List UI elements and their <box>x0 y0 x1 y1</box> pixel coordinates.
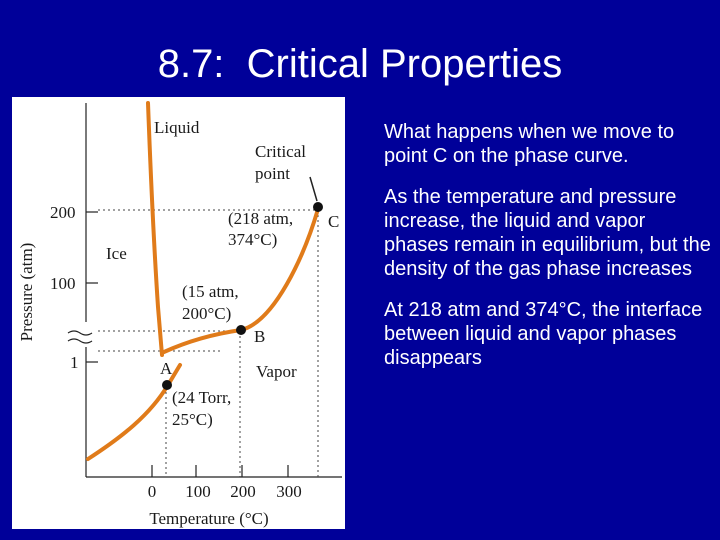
point-b-marker <box>236 325 246 335</box>
body-paragraph-3: At 218 atm and 374°C, the interface betw… <box>384 299 703 369</box>
point-b-coords-line1: (15 atm, <box>182 282 239 301</box>
phase-diagram-svg: Liquid Ice Vapor Critical point (218 atm… <box>17 101 342 528</box>
x-axis-title: Temperature (°C) <box>149 509 268 528</box>
y-tick-label-200: 200 <box>50 203 76 222</box>
x-tick-label-0: 0 <box>148 482 157 501</box>
point-a-marker <box>162 380 172 390</box>
point-c-coords-line2: 374°C) <box>228 230 277 249</box>
point-c-name: C <box>328 212 339 231</box>
body-paragraph-2: As the temperature and pressure increase… <box>384 186 711 280</box>
y-axis-title: Pressure (atm) <box>17 243 36 342</box>
point-c-marker <box>313 202 323 212</box>
point-a-coords-line1: (24 Torr, <box>172 388 231 407</box>
body-paragraph-1: What happens when we move to point C on … <box>384 121 675 167</box>
axis-break-mark <box>67 330 93 344</box>
phase-diagram: Liquid Ice Vapor Critical point (218 atm… <box>12 97 345 529</box>
fusion-curve <box>146 101 164 357</box>
liquid-label: Liquid <box>154 118 200 137</box>
x-tick-label-100: 100 <box>185 482 211 501</box>
y-tick-label-1: 1 <box>70 353 79 372</box>
ice-label: Ice <box>106 244 127 263</box>
x-tick-label-200: 200 <box>230 482 256 501</box>
point-c-coords-line1: (218 atm, <box>228 209 293 228</box>
point-b-name: B <box>254 327 265 346</box>
point-a-name: A <box>160 359 173 378</box>
vapor-label: Vapor <box>256 362 297 381</box>
point-b-coords-line2: 200°C) <box>182 304 231 323</box>
critical-label-line1: Critical <box>255 142 306 161</box>
slide-body: What happens when we move to point C on … <box>384 120 714 387</box>
y-tick-label-100: 100 <box>50 274 76 293</box>
critical-label-line2: point <box>255 164 290 183</box>
critical-point-arrow <box>309 176 318 202</box>
slide-title: 8.7: Critical Properties <box>157 42 563 86</box>
vaporization-curve <box>162 207 320 354</box>
x-tick-label-300: 300 <box>276 482 302 501</box>
point-a-coords-line2: 25°C) <box>172 410 213 429</box>
